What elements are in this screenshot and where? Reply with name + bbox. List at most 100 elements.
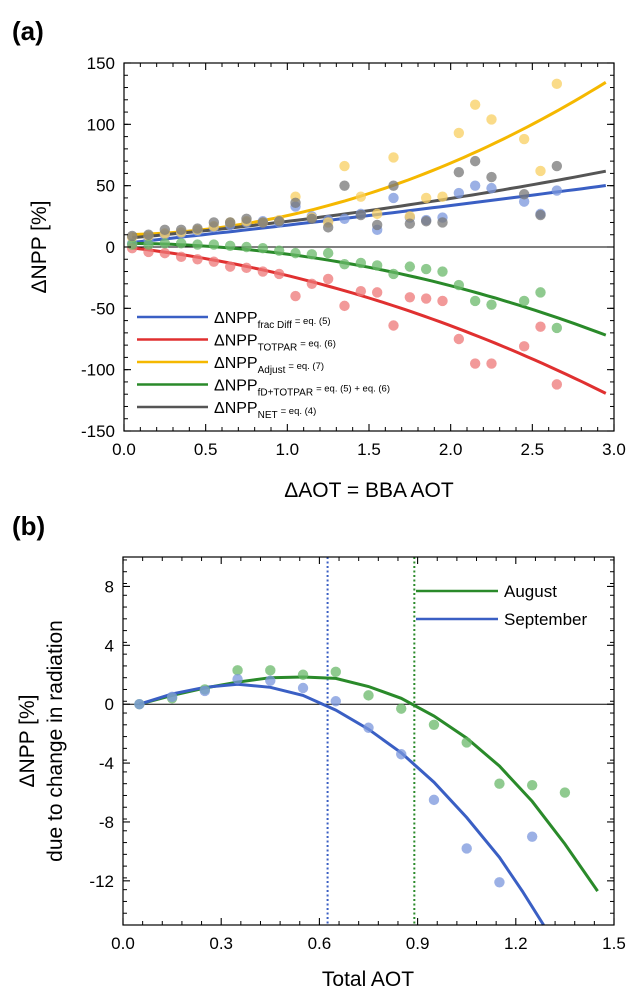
data-point-adjust — [355, 191, 367, 202]
legend-label-fracdiff: ΔNPPfrac Diff = eq. (5) — [214, 310, 331, 331]
data-point-totpar — [388, 320, 399, 331]
panel-a-ticks: 0.0 0.5 1.0 1.5 2.0 2.5 3.0 -150 -100 -50 0 50 100 15… — [81, 54, 626, 459]
legend-label-fdtotpar: ΔNPPfD+TOTPAR = eq. (5) + eq. (6) — [214, 378, 390, 399]
data-point-fdtotpar — [371, 260, 383, 271]
data-point-august — [297, 669, 309, 680]
panel-b-data-points — [134, 665, 571, 888]
panel-b-ticks: 0.0 0.3 0.6 0.9 1.2 1.5 -12 -8 -4 0 4 8 — [89, 557, 626, 953]
legend-label-totpar: ΔNPPTOTPAR = eq. (6) — [214, 333, 336, 354]
data-point-september — [363, 722, 374, 733]
data-point-totpar — [535, 321, 546, 332]
data-point-totpar — [273, 268, 285, 280]
data-point-totpar — [192, 254, 203, 265]
data-point-totpar — [175, 251, 187, 263]
y-tick-label: 8 — [105, 577, 114, 596]
x-tick-label: 0.6 — [308, 934, 332, 953]
panel-b-y-axis-title: ΔNPP [%] due to change in radiation — [16, 620, 67, 862]
data-point-net — [535, 209, 546, 221]
data-point-september — [526, 831, 538, 842]
legend-subscript: NET — [258, 410, 278, 421]
panel-a-label: (a) — [12, 16, 44, 46]
data-point-september — [232, 673, 243, 685]
data-point-september — [134, 699, 145, 710]
data-point-adjust — [518, 133, 530, 145]
y-tick-label: -12 — [89, 872, 114, 891]
data-point-fdtotpar — [469, 295, 481, 307]
x-tick-label: 2.0 — [439, 440, 463, 459]
legend-subscript: frac Diff — [258, 320, 292, 331]
panel-b-y-axis-title-line2: due to change in radiation — [44, 620, 67, 862]
data-point-totpar — [241, 262, 252, 274]
data-point-adjust — [404, 211, 416, 222]
data-point-august — [330, 666, 341, 678]
data-point-totpar — [159, 247, 171, 259]
data-point-september — [199, 685, 211, 697]
data-point-fracdiff — [518, 196, 530, 207]
data-point-fdtotpar — [224, 240, 236, 251]
data-point-totpar — [486, 358, 497, 369]
data-point-fracdiff — [339, 213, 350, 224]
data-point-fdtotpar — [551, 322, 563, 334]
data-point-september — [330, 696, 341, 707]
data-point-totpar — [551, 379, 563, 390]
data-point-net — [257, 217, 269, 228]
data-point-net — [224, 217, 236, 228]
panel-b-frame — [122, 556, 615, 926]
data-point-net — [518, 189, 530, 200]
y-tick-label: 0 — [106, 238, 115, 257]
data-point-fdtotpar — [159, 238, 171, 249]
data-point-august — [494, 778, 505, 789]
legend-equation: = eq. (5) + eq. (6) — [316, 384, 390, 395]
data-point-net — [551, 160, 563, 172]
panel-b-x-axis-title: Total AOT — [322, 968, 414, 991]
data-point-august — [396, 703, 407, 714]
data-point-adjust — [339, 160, 350, 172]
x-tick-label: 0.9 — [406, 934, 430, 953]
data-point-net — [159, 224, 171, 236]
data-point-september — [494, 877, 505, 888]
fit-curve-totpar — [132, 246, 607, 395]
fit-curve-september — [138, 682, 545, 926]
data-point-september — [297, 682, 309, 694]
x-tick-label: 0.3 — [209, 934, 233, 953]
panel-a-x-axis-title: ΔAOT = BBA AOT — [284, 479, 454, 502]
data-point-august — [232, 665, 243, 676]
data-point-totpar — [224, 261, 236, 272]
data-point-fdtotpar — [518, 295, 530, 307]
data-point-fdtotpar — [175, 238, 187, 249]
legend-main: ΔNPP — [214, 333, 258, 350]
data-point-adjust — [388, 152, 399, 163]
data-point-august — [559, 787, 571, 798]
data-point-fracdiff — [486, 182, 497, 194]
data-point-adjust — [420, 192, 432, 204]
panel-b-label: (b) — [12, 511, 45, 541]
y-tick-label: 4 — [105, 636, 114, 655]
data-point-fracdiff — [551, 185, 563, 196]
y-tick-label: -150 — [81, 422, 115, 441]
data-point-net — [143, 229, 154, 240]
data-point-totpar — [208, 256, 220, 267]
legend-subscript: TOTPAR — [258, 343, 298, 354]
data-point-fdtotpar — [535, 287, 546, 298]
legend-equation: = eq. (7) — [288, 361, 324, 372]
data-point-adjust — [469, 99, 481, 110]
panel-b-fit-curves — [138, 675, 599, 926]
data-point-fdtotpar — [339, 258, 350, 270]
data-point-net — [420, 216, 432, 227]
data-point-totpar — [355, 285, 367, 297]
data-point-totpar — [306, 278, 318, 289]
data-point-net — [453, 166, 465, 178]
y-tick-label: -4 — [99, 754, 114, 773]
data-point-september — [461, 843, 472, 854]
legend-main: ΔNPP — [214, 355, 258, 372]
data-point-adjust — [371, 208, 383, 220]
data-point-september — [428, 794, 440, 806]
data-point-totpar — [339, 300, 350, 312]
data-point-totpar — [322, 273, 334, 285]
data-point-net — [241, 213, 252, 224]
data-point-net — [404, 218, 416, 229]
legend-label-adjust: ΔNPPAdjust = eq. (7) — [214, 355, 324, 376]
legend-equation: = eq. (5) — [295, 316, 331, 327]
fit-curve-net — [132, 169, 607, 240]
